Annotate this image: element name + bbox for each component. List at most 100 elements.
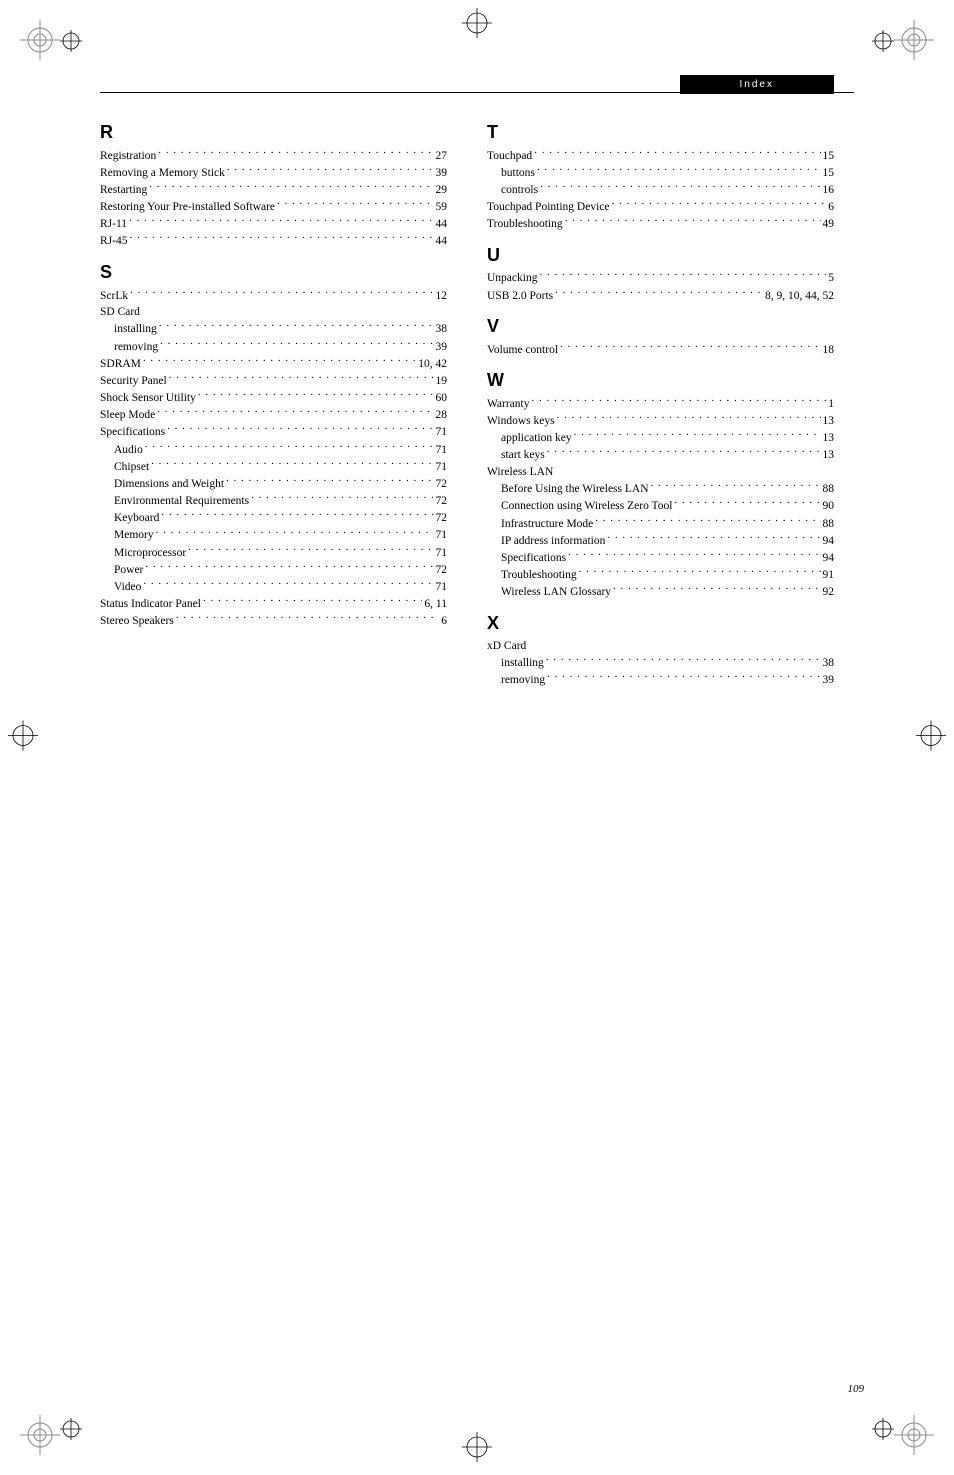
leader-dots bbox=[568, 549, 820, 561]
print-small-target-top-right-icon bbox=[872, 30, 894, 57]
leader-dots bbox=[651, 481, 821, 493]
index-entry-label: Unpacking bbox=[487, 270, 537, 287]
index-entry-page: 44 bbox=[436, 233, 448, 250]
leader-dots bbox=[176, 613, 439, 625]
index-entry-label: Touchpad bbox=[487, 148, 532, 165]
leader-dots bbox=[167, 424, 433, 436]
index-entry-page: 29 bbox=[436, 182, 448, 199]
index-entry-page: 90 bbox=[823, 498, 835, 515]
index-entry-page: 6 bbox=[828, 199, 834, 216]
index-entry: Keyboard72 bbox=[100, 510, 447, 527]
index-entry-page: 71 bbox=[436, 459, 448, 476]
leader-dots bbox=[151, 458, 433, 470]
index-entry-label: Audio bbox=[114, 442, 143, 459]
index-entry-label: RJ-45 bbox=[100, 233, 127, 250]
index-entry-label: Environmental Requirements bbox=[114, 493, 249, 510]
leader-dots bbox=[574, 430, 821, 442]
page-number: 109 bbox=[848, 1383, 865, 1395]
print-small-target-top-left-icon bbox=[60, 30, 82, 57]
leader-dots bbox=[145, 441, 434, 453]
crop-mark-bottom-right-icon bbox=[894, 1415, 934, 1455]
leader-dots bbox=[547, 672, 820, 684]
index-entry: Audio71 bbox=[100, 441, 447, 458]
index-entry: Stereo Speakers6 bbox=[100, 613, 447, 630]
index-entry: removing39 bbox=[487, 672, 834, 689]
index-entry: Troubleshooting91 bbox=[487, 567, 834, 584]
index-entry-page: 71 bbox=[436, 424, 448, 441]
index-entry: Unpacking 5 bbox=[487, 270, 834, 287]
leader-dots bbox=[540, 181, 820, 193]
leader-dots bbox=[203, 596, 422, 608]
index-entry: removing39 bbox=[100, 338, 447, 355]
side-mark-left-icon bbox=[8, 720, 38, 755]
section-letter-v: V bbox=[487, 316, 834, 337]
index-entry-page: 6 bbox=[441, 613, 447, 630]
index-entry-label: Touchpad Pointing Device bbox=[487, 199, 609, 216]
index-entry-label: USB 2.0 Ports bbox=[487, 288, 553, 305]
leader-dots bbox=[579, 567, 821, 579]
index-entry: Windows keys13 bbox=[487, 413, 834, 430]
leader-dots bbox=[595, 515, 820, 527]
leader-dots bbox=[611, 199, 826, 211]
index-col-right: T Touchpad15buttons15controls16Touchpad … bbox=[487, 110, 834, 689]
index-entry: Specifications94 bbox=[487, 549, 834, 566]
index-entry: Chipset71 bbox=[100, 458, 447, 475]
index-entry-page: 88 bbox=[823, 481, 835, 498]
leader-dots bbox=[565, 216, 821, 228]
crop-mark-top-left-icon bbox=[20, 20, 60, 60]
index-entry: application key13 bbox=[487, 430, 834, 447]
leader-dots bbox=[534, 147, 820, 159]
index-entry-page: 59 bbox=[436, 199, 448, 216]
index-entry-page: 72 bbox=[436, 510, 448, 527]
index-entry-label: Windows keys bbox=[487, 413, 555, 430]
index-entry: Removing a Memory Stick 39 bbox=[100, 164, 447, 181]
index-entry-label: Removing a Memory Stick bbox=[100, 165, 225, 182]
index-entry-label: Shock Sensor Utility bbox=[100, 390, 196, 407]
index-entry-page: 15 bbox=[823, 165, 835, 182]
leader-dots bbox=[158, 147, 433, 159]
leader-dots bbox=[149, 181, 433, 193]
leader-dots bbox=[251, 493, 433, 505]
index-group-head: Wireless LAN bbox=[487, 464, 834, 481]
index-entry: Touchpad Pointing Device 6 bbox=[487, 199, 834, 216]
index-entry-page: 94 bbox=[823, 533, 835, 550]
index-entry: Restoring Your Pre-installed Software 59 bbox=[100, 199, 447, 216]
index-entry: Security Panel19 bbox=[100, 372, 447, 389]
index-entry: Video71 bbox=[100, 578, 447, 595]
leader-dots bbox=[555, 287, 763, 299]
index-entry-label: Microprocessor bbox=[114, 545, 186, 562]
index-entry-label: Volume control bbox=[487, 342, 558, 359]
leader-dots bbox=[547, 447, 821, 459]
index-entry: Wireless LAN Glossary92 bbox=[487, 584, 834, 601]
index-entry-page: 49 bbox=[823, 216, 835, 233]
index-entry-page: 13 bbox=[823, 430, 835, 447]
index-entry-label: removing bbox=[501, 672, 545, 689]
index-entry-label: Restoring Your Pre-installed Software bbox=[100, 199, 275, 216]
crop-mark-top-right-icon bbox=[894, 20, 934, 60]
index-entry: Restarting29 bbox=[100, 181, 447, 198]
index-entry-page: 71 bbox=[436, 527, 448, 544]
leader-dots bbox=[145, 561, 433, 573]
index-entry: RJ-1144 bbox=[100, 216, 447, 233]
index-entry-page: 18 bbox=[823, 342, 835, 359]
index-entry-page: 13 bbox=[823, 447, 835, 464]
index-entry-page: 38 bbox=[823, 655, 835, 672]
index-entry-page: 16 bbox=[823, 182, 835, 199]
index-entry-label: Before Using the Wireless LAN bbox=[501, 481, 649, 498]
index-entry: USB 2.0 Ports8, 9, 10, 44, 52 bbox=[487, 287, 834, 304]
center-mark-bottom-icon bbox=[462, 1432, 492, 1467]
index-group-head: SD Card bbox=[100, 304, 447, 321]
index-entry-label: Registration bbox=[100, 148, 156, 165]
section-x-entries: xD Cardinstalling38removing39 bbox=[487, 638, 834, 689]
index-entry-label: Status Indicator Panel bbox=[100, 596, 201, 613]
index-entry: Dimensions and Weight72 bbox=[100, 475, 447, 492]
leader-dots bbox=[532, 395, 827, 407]
index-entry-page: 92 bbox=[823, 584, 835, 601]
section-letter-w: W bbox=[487, 370, 834, 391]
index-entry-page: 6, 11 bbox=[424, 596, 447, 613]
index-entry-page: 39 bbox=[436, 165, 448, 182]
index-entry-label: Troubleshooting bbox=[487, 216, 563, 233]
index-entry-page: 5 bbox=[828, 270, 834, 287]
leader-dots bbox=[143, 355, 416, 367]
index-entry-page: 39 bbox=[436, 339, 448, 356]
